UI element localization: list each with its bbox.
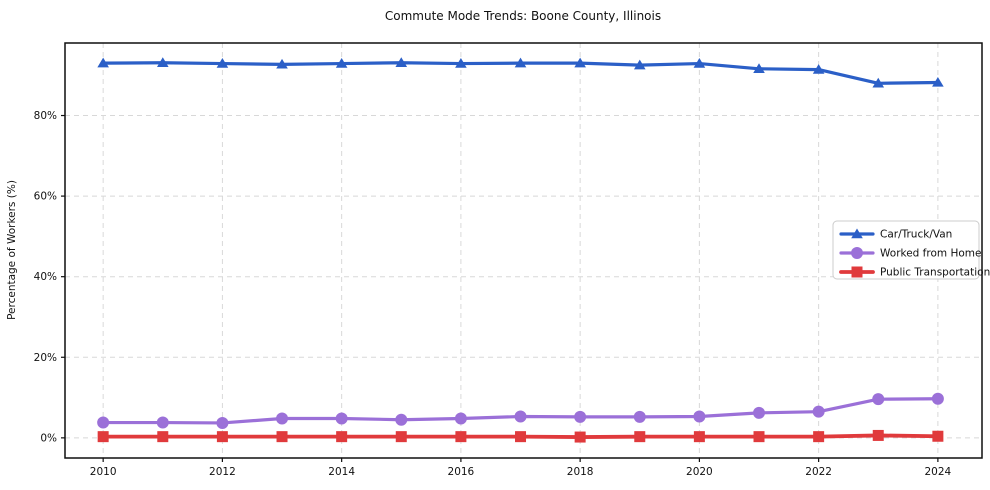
y-tick-label: 0% <box>40 432 57 444</box>
data-point-square <box>157 431 169 443</box>
x-tick-label: 2020 <box>686 466 713 478</box>
data-point-circle <box>395 413 408 426</box>
data-point-triangle <box>574 57 586 68</box>
y-tick-label: 60% <box>34 191 57 203</box>
y-tick-label: 80% <box>34 110 57 122</box>
data-point-triangle <box>932 76 944 87</box>
data-point-square <box>97 431 109 443</box>
data-point-triangle <box>753 63 765 73</box>
data-point-square <box>932 430 944 442</box>
data-point-triangle <box>395 57 408 67</box>
legend: Car/Truck/Van Worked from Home Public Tran… <box>832 220 990 280</box>
legend-item: Car/Truck/Van <box>839 228 952 241</box>
data-point-circle <box>97 416 110 429</box>
data-point-square <box>216 431 228 443</box>
data-point-circle <box>216 416 229 429</box>
data-series <box>97 57 944 443</box>
data-point-square <box>455 431 467 443</box>
x-tick-label: 2024 <box>925 466 952 478</box>
series-public-transportation <box>97 429 944 443</box>
data-point-circle <box>574 410 587 423</box>
data-point-circle <box>276 412 289 425</box>
y-tick-label: 40% <box>34 271 57 283</box>
data-point-square <box>515 431 527 443</box>
legend-item-label: Public Transportation <box>880 267 990 279</box>
data-point-triangle <box>156 57 169 67</box>
grid-lines <box>65 43 982 458</box>
data-point-triangle <box>335 58 348 68</box>
data-point-triangle <box>812 64 825 74</box>
x-tick-label: 2010 <box>90 466 117 478</box>
y-axis-label: Percentage of Workers (%) <box>6 180 18 320</box>
data-point-circle <box>633 410 646 423</box>
data-point-square <box>574 431 586 443</box>
legend-item: Public Transportation <box>839 266 990 279</box>
legend-item-label: Car/Truck/Van <box>880 229 952 241</box>
data-point-circle <box>514 410 527 423</box>
data-point-triangle <box>97 57 109 68</box>
data-point-circle <box>335 412 348 425</box>
plot-border <box>64 42 983 459</box>
x-tick-label: 2022 <box>805 466 832 478</box>
data-point-square <box>813 431 825 443</box>
data-point-triangle <box>872 77 885 88</box>
data-point-triangle <box>693 58 706 68</box>
data-point-square <box>634 431 646 443</box>
data-point-square <box>395 431 407 443</box>
data-point-square <box>693 431 705 443</box>
data-point-circle <box>851 247 863 259</box>
data-point-square <box>851 266 863 278</box>
data-point-triangle <box>455 58 467 68</box>
axis-ticks: 0% 20% 40% 60% 80% 2010 2012 2014 2016 2018 2020 20… <box>34 110 952 478</box>
data-point-circle <box>753 406 766 419</box>
chart-title: Commute Mode Trends: Boone County, Illin… <box>385 9 661 23</box>
data-point-circle <box>931 392 944 405</box>
legend-item-label: Worked from Home <box>880 248 981 260</box>
series-worked-from-home <box>97 392 944 429</box>
x-tick-label: 2014 <box>328 466 355 478</box>
data-point-triangle <box>514 57 527 68</box>
x-tick-label: 2016 <box>448 466 475 478</box>
x-tick-label: 2012 <box>209 466 236 478</box>
data-point-triangle <box>851 228 863 239</box>
data-point-circle <box>812 405 825 418</box>
data-point-square <box>753 431 765 443</box>
data-point-triangle <box>276 58 288 69</box>
data-point-circle <box>454 412 467 425</box>
y-tick-label: 20% <box>34 352 57 364</box>
x-tick-label: 2018 <box>567 466 594 478</box>
data-point-triangle <box>633 59 646 70</box>
data-point-circle <box>156 416 169 429</box>
data-point-circle <box>693 410 706 423</box>
data-point-square <box>336 431 348 443</box>
series-car-truck-van <box>97 57 944 88</box>
data-point-square <box>872 429 884 441</box>
data-point-circle <box>872 393 885 406</box>
data-point-triangle <box>216 58 229 68</box>
data-point-square <box>276 431 288 443</box>
legend-item: Worked from Home <box>839 247 981 260</box>
